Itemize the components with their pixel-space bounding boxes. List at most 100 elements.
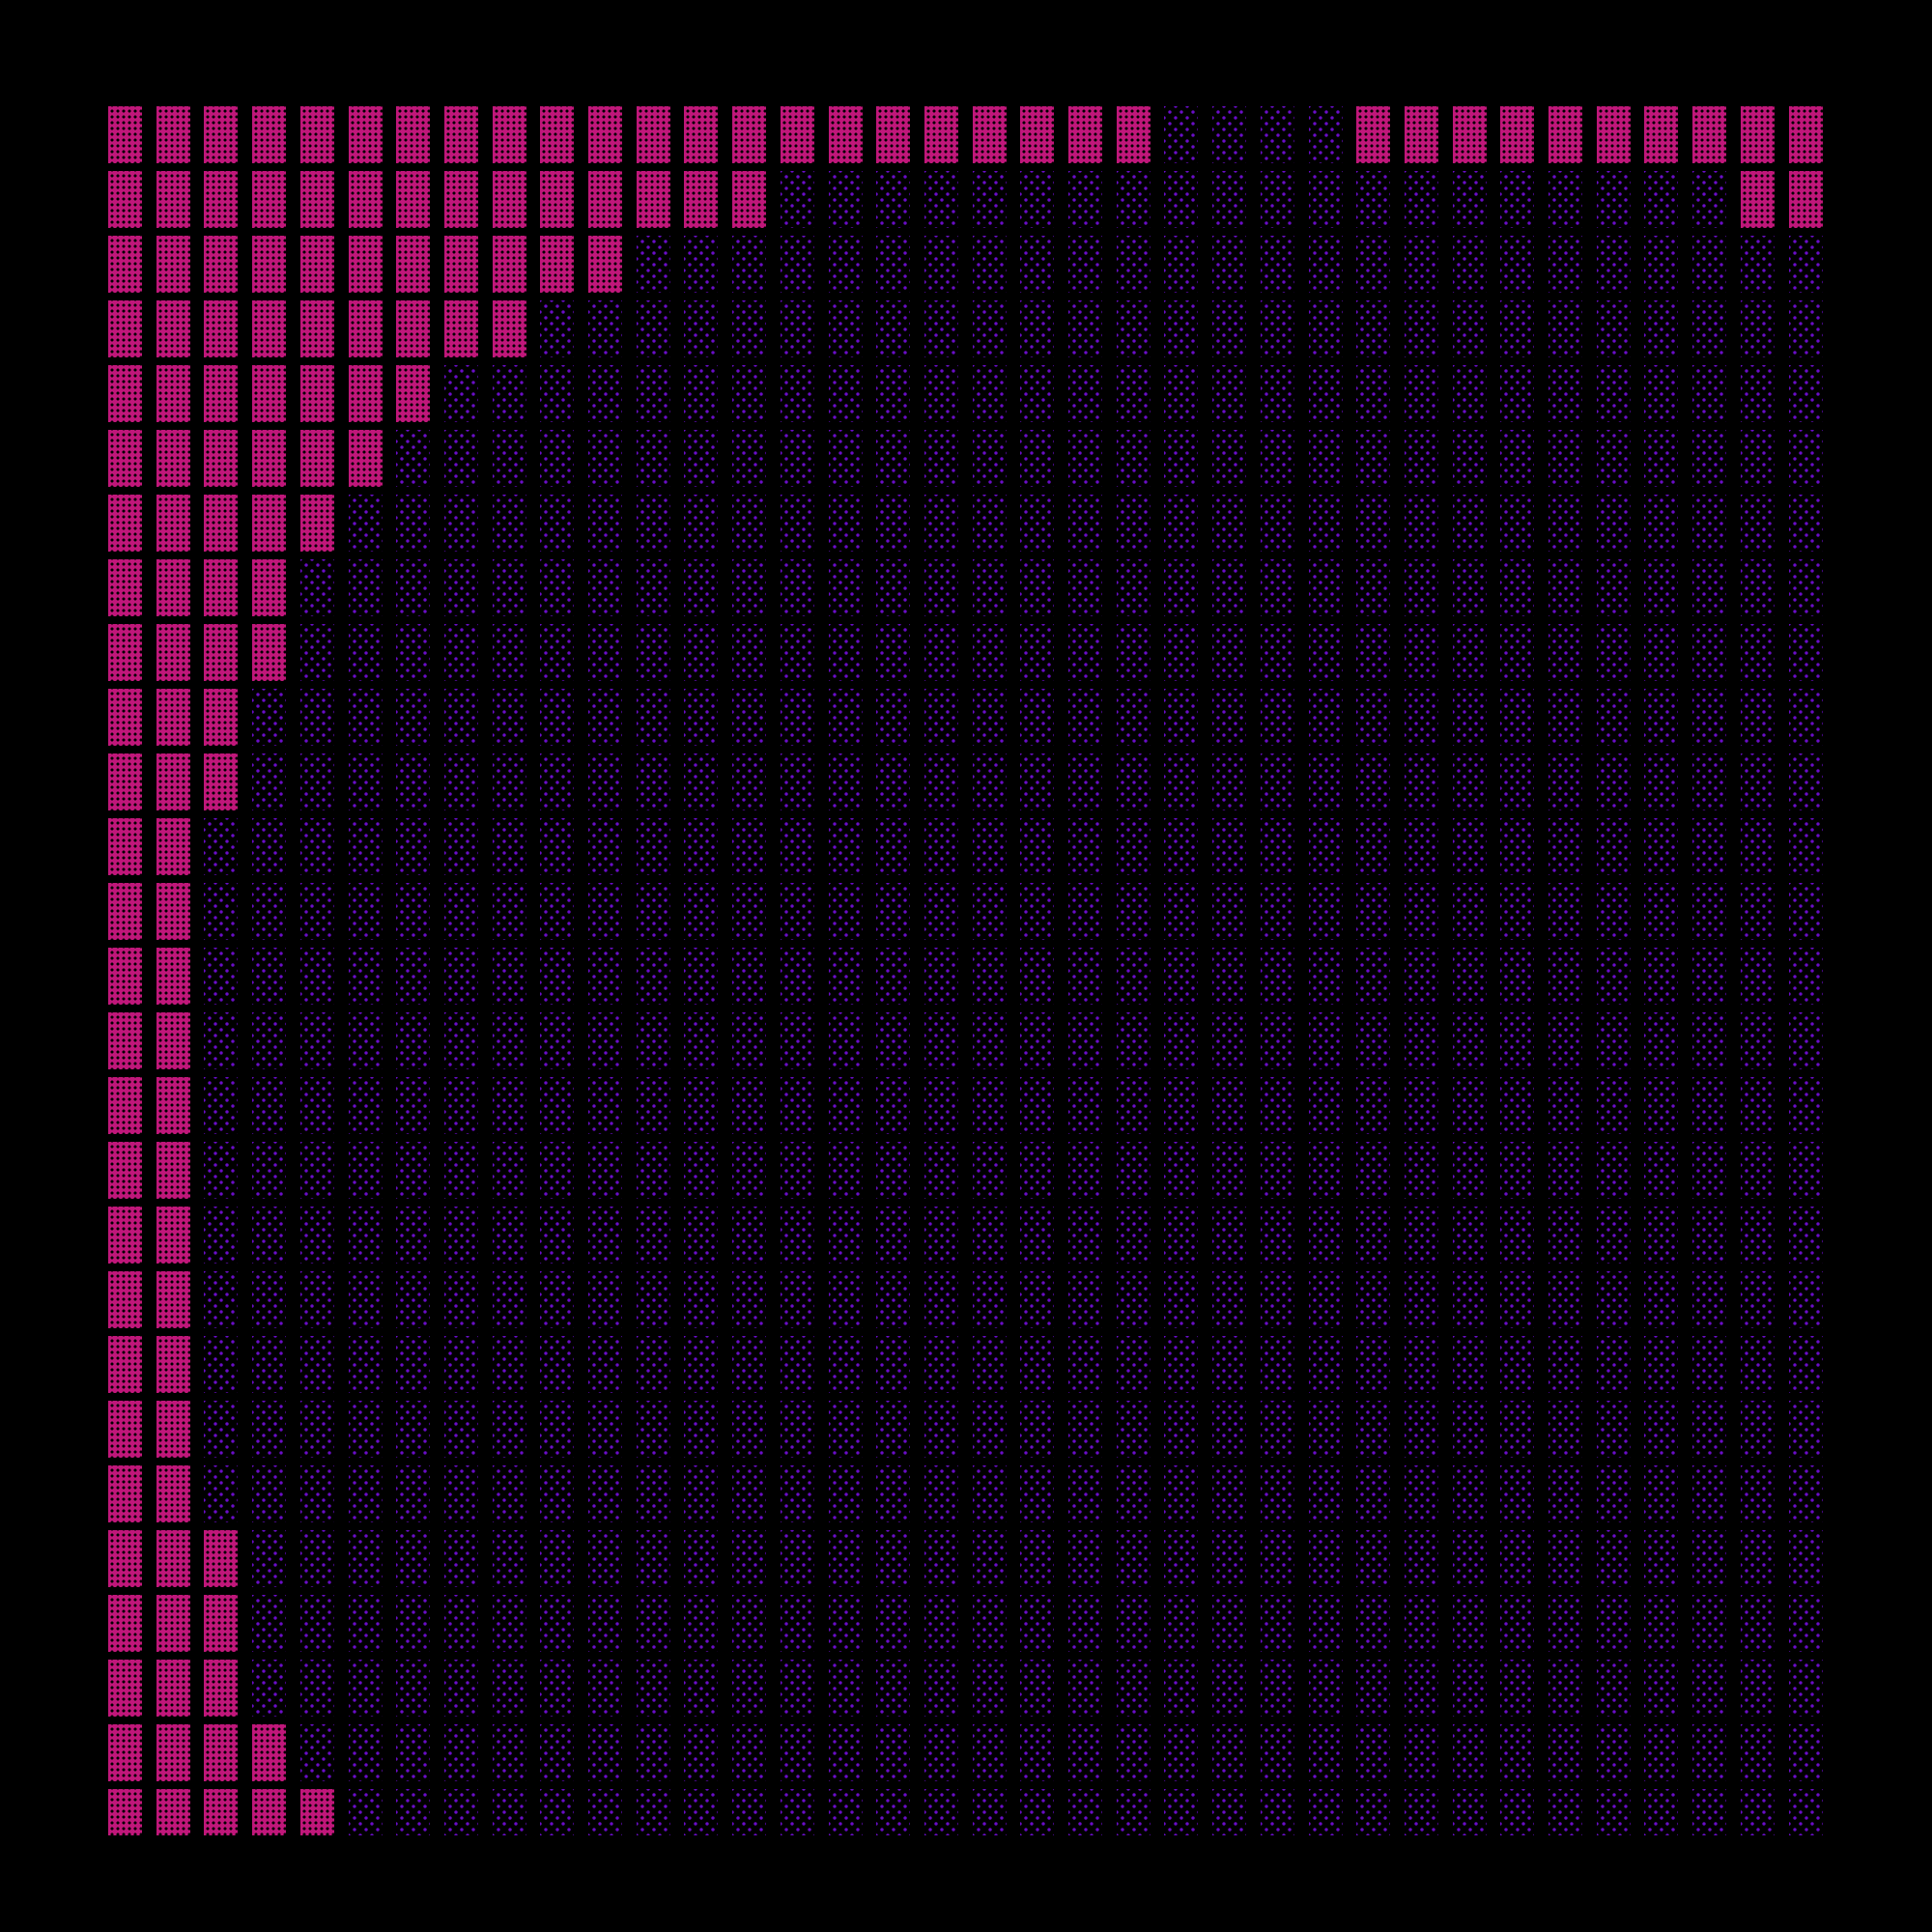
grid-cell-inactive [1117,430,1151,487]
grid-cell-active [108,1336,142,1393]
grid-cell-inactive [1789,948,1823,1005]
grid-cell-inactive [781,1142,814,1199]
grid-cell-active [349,430,383,487]
grid-cell-inactive [637,236,670,293]
grid-cell-inactive [829,1465,863,1522]
grid-cell-inactive [1020,1271,1054,1328]
grid-cell-inactive [1309,1660,1343,1717]
grid-cell-inactive [204,1207,238,1264]
grid-cell-inactive [1597,818,1631,875]
grid-cell-inactive [349,1465,383,1522]
grid-cell-inactive [781,1207,814,1264]
grid-cell-inactive [1212,1401,1246,1458]
grid-cell-inactive [444,753,478,810]
grid-cell-inactive [588,1465,622,1522]
grid-cell-inactive [829,1724,863,1781]
grid-cell-inactive [1597,1465,1631,1522]
grid-cell-inactive [1644,1530,1678,1587]
grid-cell-inactive [1789,365,1823,422]
grid-cell-inactive [444,1724,478,1781]
grid-cell-inactive [1692,1660,1726,1717]
grid-cell-inactive [1309,236,1343,293]
grid-cell-active [300,430,334,487]
grid-cell-active [252,236,286,293]
grid-cell-inactive [1117,624,1151,681]
grid-cell-inactive [684,365,718,422]
grid-cell-active [108,1077,142,1134]
grid-cell-inactive [876,1336,910,1393]
grid-cell-inactive [829,1012,863,1069]
grid-cell-inactive [876,689,910,746]
grid-cell-inactive [924,559,958,616]
grid-cell-inactive [684,559,718,616]
grid-cell-active [781,106,814,163]
grid-cell-inactive [1164,171,1198,228]
grid-cell-active [349,106,383,163]
grid-cell-inactive [1020,948,1054,1005]
grid-cell-inactive [732,818,766,875]
grid-cell-inactive [973,236,1007,293]
grid-cell-inactive [1212,1660,1246,1717]
grid-cell-inactive [973,1336,1007,1393]
grid-cell-inactive [1117,818,1151,875]
grid-cell-active [252,365,286,422]
grid-cell-active [300,1789,334,1835]
grid-cell-inactive [1453,430,1487,487]
grid-cell-inactive [1164,753,1198,810]
grid-cell-inactive [1405,1142,1438,1199]
grid-cell-inactive [1789,1336,1823,1393]
grid-cell-inactive [588,300,622,357]
grid-cell-active [108,1012,142,1069]
grid-cell-inactive [1453,1724,1487,1781]
grid-cell-inactive [493,1336,526,1393]
grid-cell-inactive [1500,1142,1534,1199]
grid-cell-inactive [1548,236,1582,293]
grid-cell-inactive [1741,948,1775,1005]
grid-cell-inactive [1692,883,1726,940]
grid-cell-inactive [1117,883,1151,940]
grid-cell-inactive [493,753,526,810]
grid-cell-inactive [1117,171,1151,228]
grid-cell-inactive [1548,1789,1582,1835]
grid-cell-inactive [829,236,863,293]
grid-cell-inactive [1117,495,1151,552]
grid-cell-inactive [540,1012,574,1069]
grid-cell-inactive [1789,818,1823,875]
grid-cell-inactive [1405,300,1438,357]
grid-cell-inactive [1548,1595,1582,1652]
grid-cell-inactive [637,1336,670,1393]
grid-cell-active [204,1724,238,1781]
grid-cell-inactive [924,948,958,1005]
grid-cell-inactive [1212,1142,1246,1199]
grid-cell-inactive [1453,236,1487,293]
grid-cell-inactive [1068,300,1102,357]
grid-cell-inactive [1548,689,1582,746]
grid-cell-inactive [396,689,430,746]
grid-cell-active [108,1271,142,1328]
grid-cell-inactive [1309,300,1343,357]
grid-cell-active [732,171,766,228]
grid-cell-inactive [1117,1530,1151,1587]
grid-cell-inactive [684,883,718,940]
grid-cell-inactive [781,559,814,616]
grid-cell-inactive [1500,1401,1534,1458]
grid-cell-inactive [300,1724,334,1781]
grid-cell-inactive [444,365,478,422]
grid-cell-inactive [1020,1077,1054,1134]
grid-cell-inactive [444,1465,478,1522]
grid-cell-inactive [444,948,478,1005]
grid-cell-inactive [1405,1012,1438,1069]
grid-cell-inactive [1405,559,1438,616]
grid-cell-inactive [1741,430,1775,487]
grid-cell-inactive [1117,1077,1151,1134]
grid-cell-inactive [876,365,910,422]
grid-cell-inactive [300,1142,334,1199]
grid-cell-inactive [684,1660,718,1717]
grid-cell-inactive [252,948,286,1005]
grid-cell-inactive [1548,624,1582,681]
grid-cell-inactive [1548,171,1582,228]
grid-cell-inactive [1692,171,1726,228]
grid-cell-inactive [493,1660,526,1717]
grid-cell-inactive [829,818,863,875]
grid-cell-inactive [1741,1271,1775,1328]
